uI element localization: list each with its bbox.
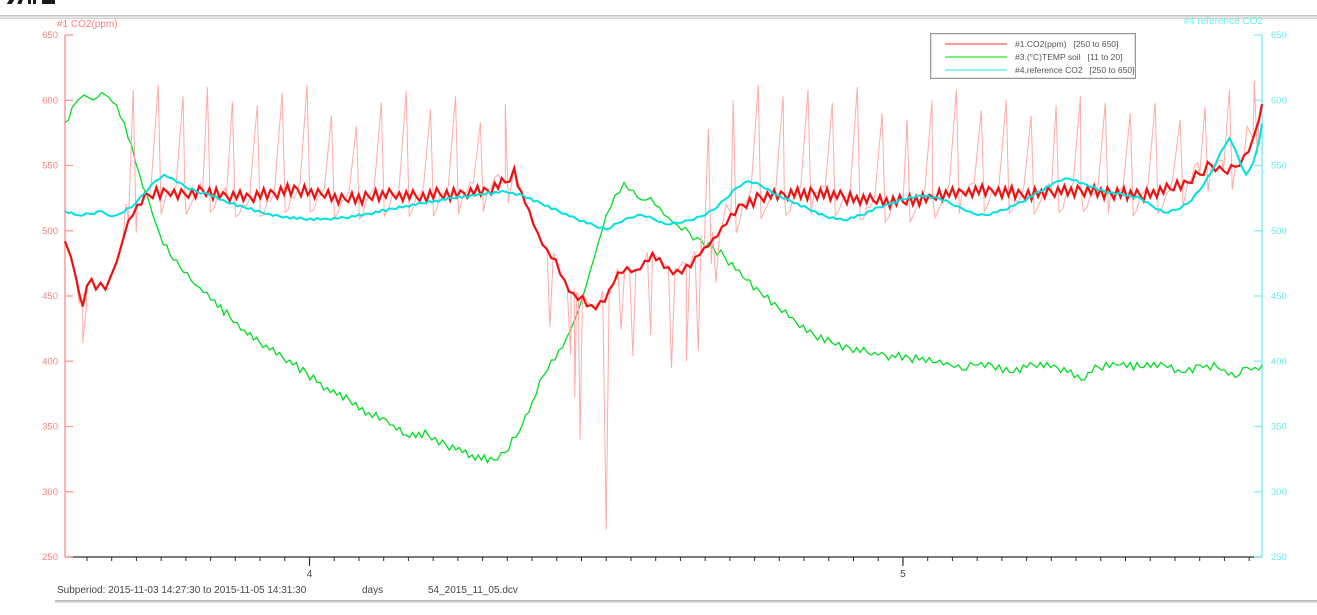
legend-item: #4.reference CO2 [250 to 650]: [931, 63, 1135, 76]
series-co2-raw-line: [64, 80, 1263, 530]
y-right-tick-label: 400: [1271, 356, 1287, 367]
y-right-tick-label: 650: [1271, 30, 1287, 41]
y-right-tick-label: 500: [1271, 226, 1287, 237]
legend-range: [11 to 20]: [1087, 51, 1123, 62]
y-left-tick-label: 650: [42, 30, 58, 41]
status-bar: Subperiod: 2015-11-03 14:27:30 to 2015-1…: [0, 585, 1317, 599]
subperiod-label: Subperiod: 2015-11-03 14:27:30 to 2015-1…: [57, 585, 307, 596]
y-right-tick-label: 300: [1271, 487, 1287, 498]
legend-label: #1.CO2(ppm): [1015, 38, 1067, 49]
y-right-tick-label: 550: [1271, 161, 1287, 172]
series-temp-soil-line: [64, 91, 1263, 464]
x-unit-label: days: [362, 585, 384, 596]
y-left-tick-label: 400: [42, 356, 58, 367]
y-right-tick-label: 350: [1271, 422, 1287, 433]
series-co2-avg-line: [63, 103, 1264, 311]
legend-item: #3.(°C)TEMP soil [11 to 20]: [931, 50, 1135, 63]
left-axis-title: #1 CO2(ppm): [57, 19, 118, 30]
legend-item: #1.CO2(ppm) [250 to 650]: [931, 37, 1135, 50]
axes: 650 600 550 500 450 400 350 300 250 650 600 550 500 4…: [42, 30, 1287, 580]
x-tick-label: 4: [307, 569, 313, 580]
y-right-tick-label: 600: [1271, 95, 1287, 106]
bottom-separator: [55, 600, 1317, 603]
legend-range: [250 to 650]: [1073, 38, 1119, 49]
legend-line-sample: [945, 68, 1007, 71]
y-left-tick-label: 550: [42, 161, 58, 172]
series-reference-co2-line: [64, 123, 1263, 231]
y-left-tick-label: 300: [42, 487, 58, 498]
legend: #1.CO2(ppm) [250 to 650] #3.(°C)TEMP soi…: [930, 33, 1136, 79]
y-left-tick-label: 250: [42, 552, 58, 563]
legend-line-sample: [945, 55, 1007, 58]
top-separator: [0, 15, 1317, 19]
y-left-tick-label: 600: [42, 95, 58, 106]
data-file-name: 54_2015_11_05.dcv: [428, 585, 518, 596]
legend-label: #3.(°C)TEMP soil: [1015, 51, 1081, 62]
y-right-tick-label: 250: [1271, 552, 1287, 563]
y-right-tick-label: 450: [1271, 291, 1287, 302]
legend-line-sample: [945, 42, 1007, 45]
x-tick-label: 5: [900, 569, 906, 580]
y-left-tick-label: 500: [42, 226, 58, 237]
y-left-tick-label: 450: [42, 291, 58, 302]
y-left-tick-label: 350: [42, 422, 58, 433]
clipped-text-fragment: [6, 0, 55, 6]
right-axis-title: #4 reference CO2: [1183, 16, 1264, 27]
legend-range: [250 to 650]: [1089, 64, 1135, 75]
legend-label: #4.reference CO2: [1015, 64, 1083, 75]
